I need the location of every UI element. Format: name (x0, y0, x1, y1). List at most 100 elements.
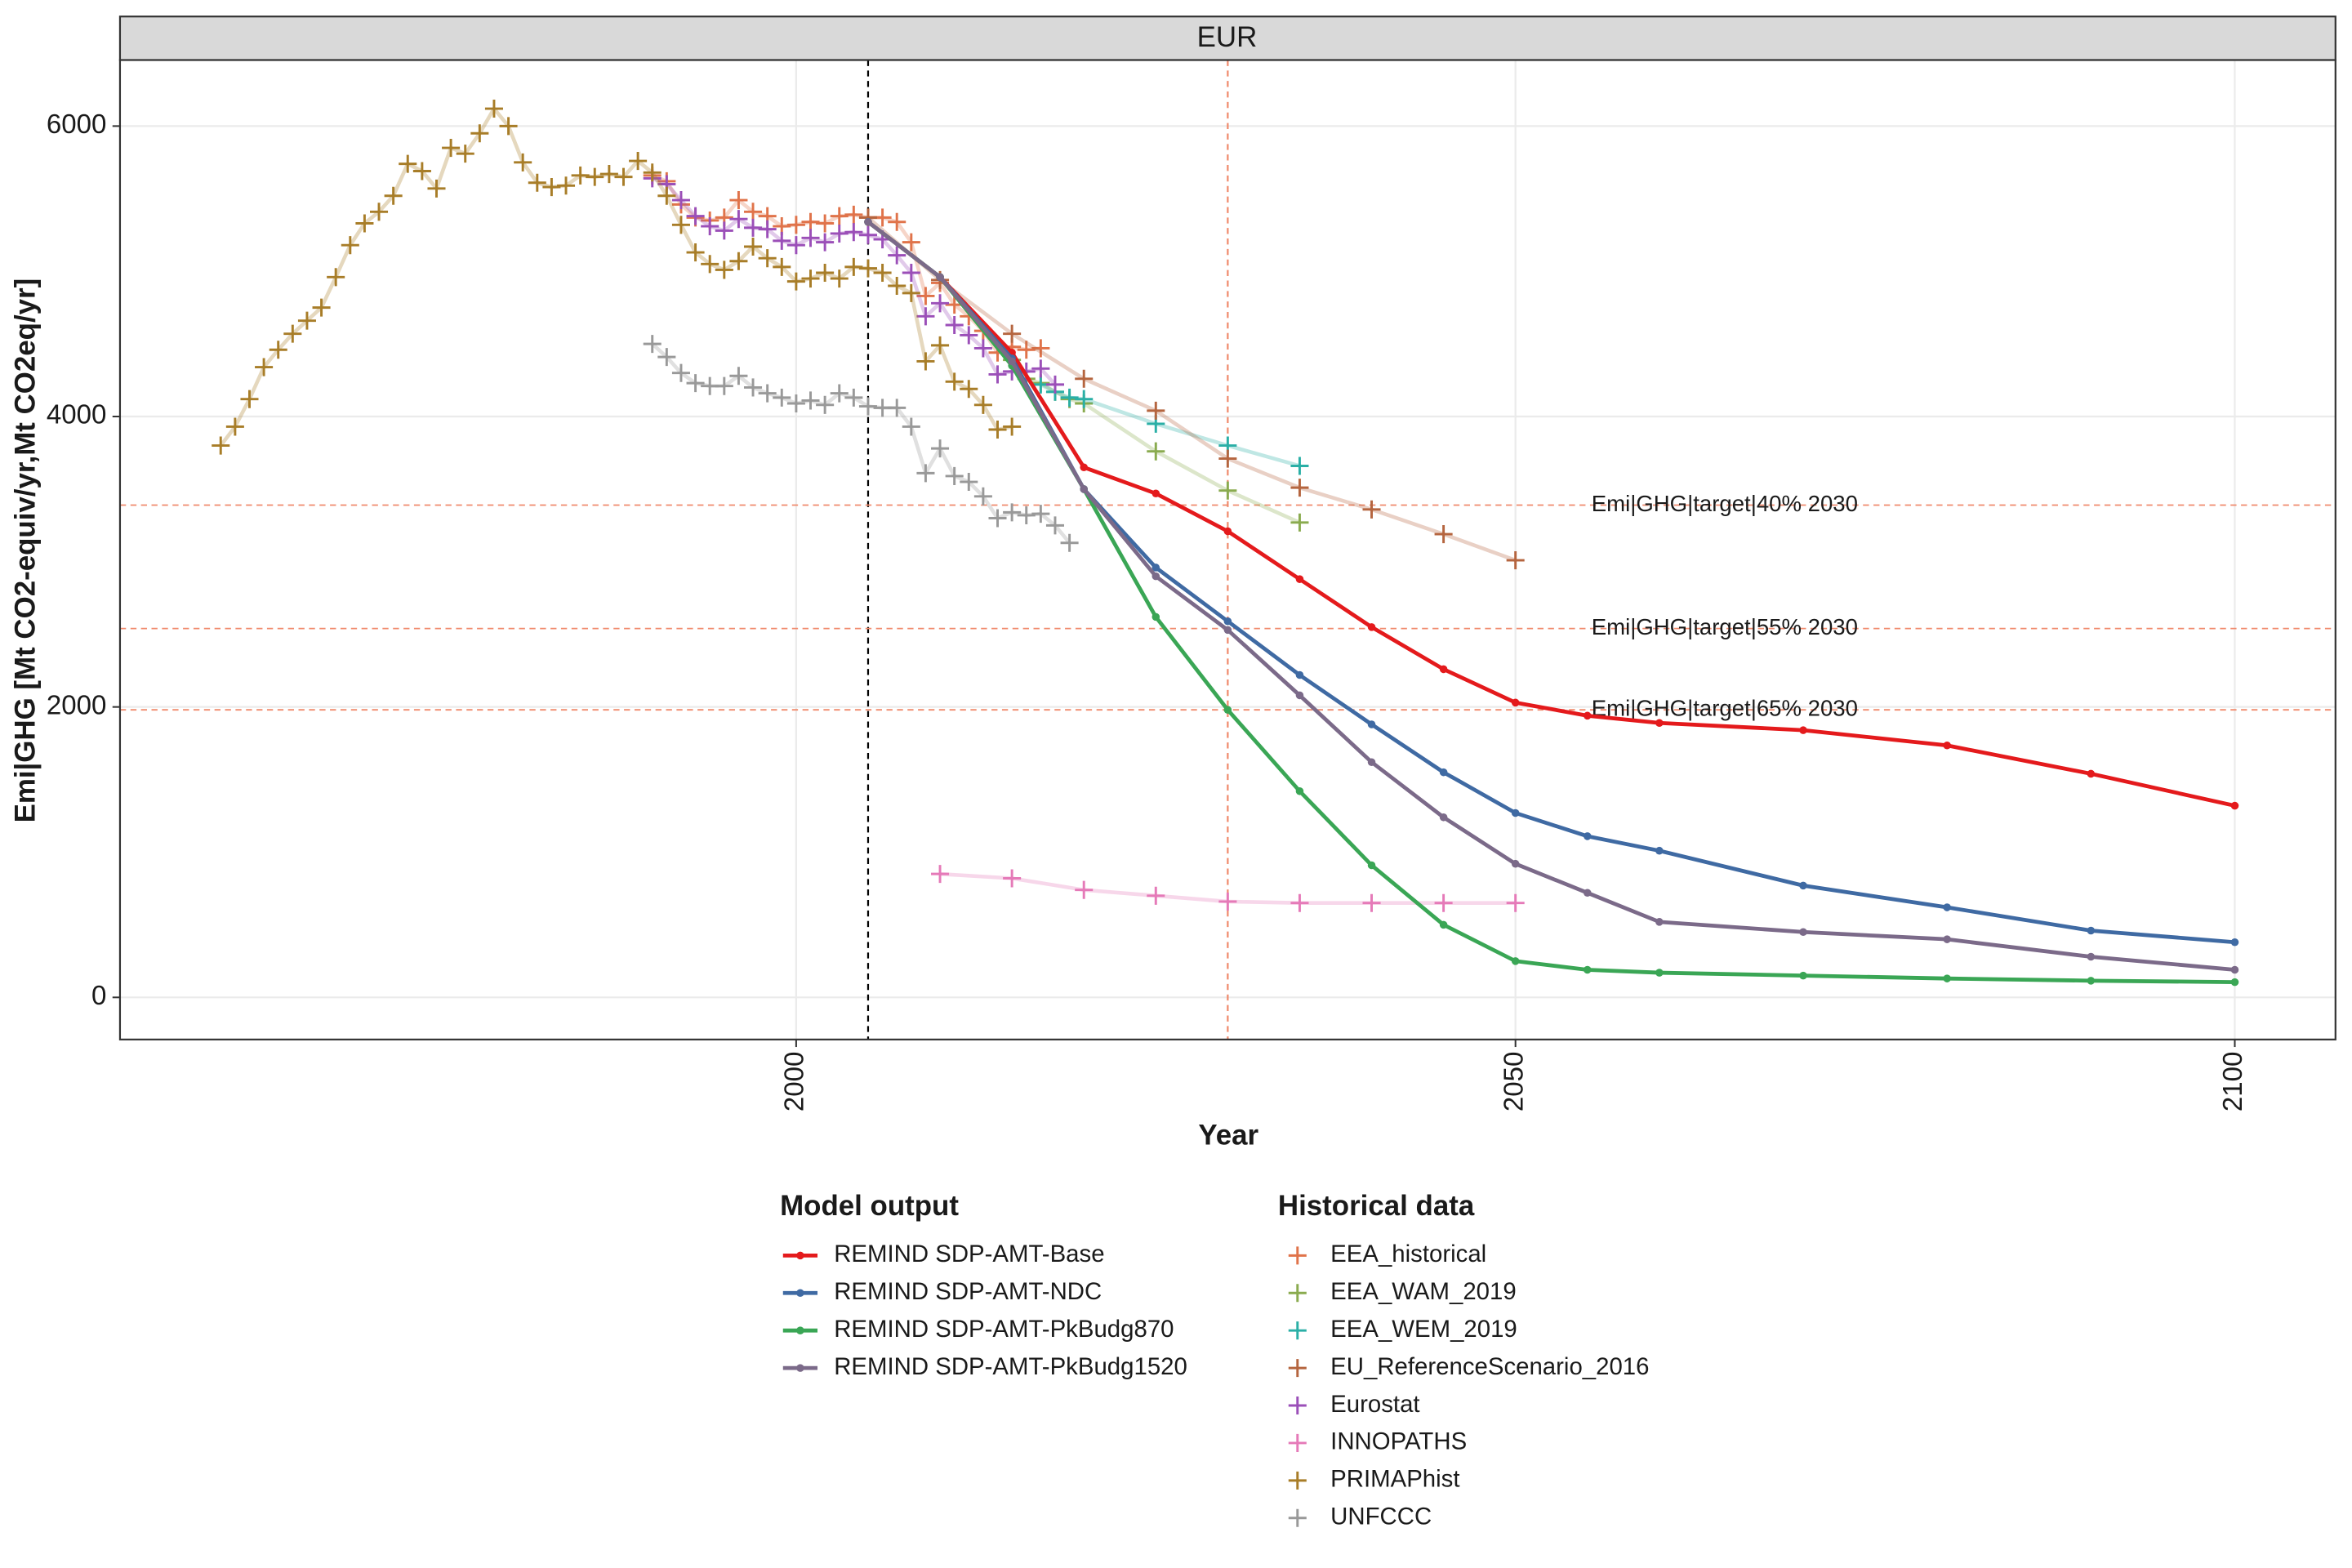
reference-label: Emi|GHG|target|40% 2030 (1592, 491, 1858, 516)
legend-label: PRIMAPhist (1330, 1466, 1459, 1493)
history-point (786, 236, 805, 255)
history-point (960, 326, 978, 345)
facet-strip (118, 16, 2336, 61)
history-point (657, 186, 676, 205)
history-point (801, 229, 820, 247)
model-point (2230, 965, 2239, 974)
model-point (1943, 742, 1951, 750)
model-line (866, 220, 2235, 972)
legend-key-point (796, 1364, 804, 1372)
history-point (1290, 457, 1309, 475)
history-point (240, 390, 259, 408)
model-point (1583, 965, 1592, 974)
history-point (729, 252, 748, 270)
history-point (1045, 516, 1064, 535)
history-point (931, 294, 950, 313)
history-point (686, 374, 705, 393)
history-point (960, 473, 978, 492)
history-point (283, 324, 302, 343)
history-point (1218, 481, 1237, 500)
history-point (599, 165, 618, 184)
history-point (470, 124, 489, 143)
history-point (657, 348, 676, 367)
history-point (412, 162, 431, 180)
history-point (671, 216, 690, 234)
model-point (1367, 623, 1376, 631)
history-point (715, 221, 733, 240)
model-point (1655, 969, 1664, 977)
model-point (1655, 719, 1664, 727)
history-point (1003, 324, 1022, 343)
history-point (1506, 893, 1525, 912)
history-point (1362, 500, 1381, 519)
history-point (816, 395, 835, 414)
history-point (212, 436, 230, 455)
history-point (701, 255, 719, 274)
legend-label: EU_ReferenceScenario_2016 (1330, 1353, 1649, 1380)
model-point (1655, 846, 1664, 855)
history-point (931, 439, 950, 458)
history-point (988, 509, 1007, 528)
history-point (916, 464, 935, 483)
history-point (830, 384, 849, 403)
model-point (864, 217, 872, 226)
history-point (773, 231, 791, 250)
history-point (1218, 449, 1237, 468)
history-point (844, 205, 863, 224)
history-point (801, 212, 820, 231)
model-point (1439, 665, 1448, 674)
legend-key (1288, 1396, 1307, 1415)
history-point (399, 154, 417, 173)
model-point (2087, 977, 2096, 985)
history-point (1060, 388, 1079, 407)
model-point (1295, 691, 1304, 700)
history-point (773, 388, 791, 407)
history-point (888, 276, 906, 296)
history-point (1434, 893, 1453, 912)
facet-title: EUR (1197, 21, 1258, 53)
x-tick-label: 2100 (2218, 1052, 2248, 1112)
legend-key (1288, 1508, 1307, 1527)
history-point (456, 145, 474, 163)
model-point (1295, 670, 1304, 679)
history-point (858, 225, 877, 244)
history-point (384, 186, 403, 205)
history-point (830, 224, 849, 243)
history-point (297, 311, 316, 330)
legend-title: Model output (780, 1190, 959, 1222)
reference-label: Emi|GHG|target|65% 2030 (1592, 695, 1858, 720)
model-point (1223, 527, 1232, 536)
history-point (786, 216, 805, 234)
history-point (1362, 893, 1381, 912)
history-point (614, 167, 633, 186)
history-point (816, 263, 835, 282)
history-point (931, 336, 950, 354)
history-point (786, 394, 805, 413)
history-point (427, 179, 446, 198)
legend: Model output REMIND SDP-AMT-Base REMIND SD… (780, 1190, 1649, 1530)
history-point (484, 100, 503, 118)
legend-key (1288, 1433, 1307, 1452)
history-point (1290, 479, 1309, 497)
legend-key-point (796, 1326, 804, 1334)
history-point (844, 223, 863, 242)
history-point (858, 259, 877, 278)
model-point (1583, 832, 1592, 840)
y-tick-label: 4000 (47, 400, 107, 430)
model-point (1799, 881, 1807, 890)
history-point (758, 384, 777, 403)
history-point (1147, 886, 1165, 905)
history-point (902, 417, 920, 436)
legend-label: EEA_historical (1330, 1241, 1486, 1267)
history-point (1075, 390, 1094, 408)
history-point (931, 865, 950, 884)
history-point (973, 339, 992, 358)
legend-key (1288, 1359, 1307, 1378)
model-point (1152, 572, 1160, 581)
x-tick-label: 2000 (780, 1052, 810, 1112)
model-point (1943, 935, 1951, 943)
history-point (945, 372, 964, 391)
model-point (2230, 978, 2239, 987)
history-point (916, 307, 935, 326)
